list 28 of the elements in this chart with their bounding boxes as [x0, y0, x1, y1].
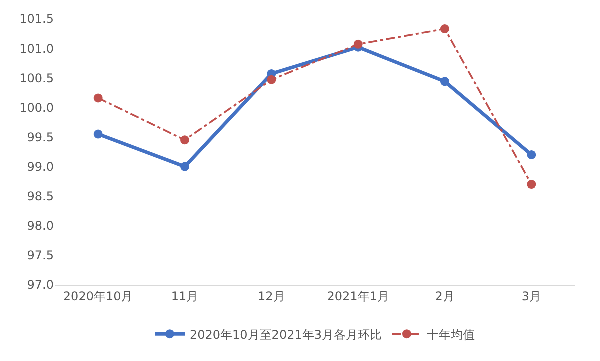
y-tick-label: 101.5 [20, 12, 54, 26]
x-tick-label: 2021年1月 [327, 289, 390, 304]
point [440, 24, 450, 34]
point [94, 94, 103, 103]
point [180, 136, 190, 145]
point [527, 180, 536, 190]
y-tick-label: 100.5 [20, 71, 54, 86]
point [440, 77, 450, 86]
point [94, 130, 103, 139]
y-tick-label: 99.0 [27, 160, 54, 174]
point [354, 40, 363, 49]
legend-label: 十年均值 [426, 328, 475, 342]
point [267, 75, 276, 84]
y-tick-label: 97.5 [27, 248, 54, 263]
x-tick-label: 2月 [435, 289, 455, 304]
point [180, 162, 190, 172]
legend-label: 2020年10月至2021年3月各月环比 [190, 328, 382, 342]
x-tick-label: 12月 [258, 289, 286, 304]
y-tick-label: 101.0 [20, 42, 54, 56]
y-tick-label: 99.5 [27, 130, 54, 144]
y-tick-label: 97.0 [27, 278, 54, 292]
x-tick-label: 2020年10月 [63, 289, 134, 304]
x-tick-label: 3月 [522, 289, 542, 304]
x-tick-label: 11月 [171, 289, 199, 304]
y-tick-label: 100.0 [20, 100, 54, 115]
point [527, 150, 536, 160]
y-tick-label: 98.5 [27, 190, 54, 204]
y-tick-label: 98.0 [27, 219, 54, 234]
